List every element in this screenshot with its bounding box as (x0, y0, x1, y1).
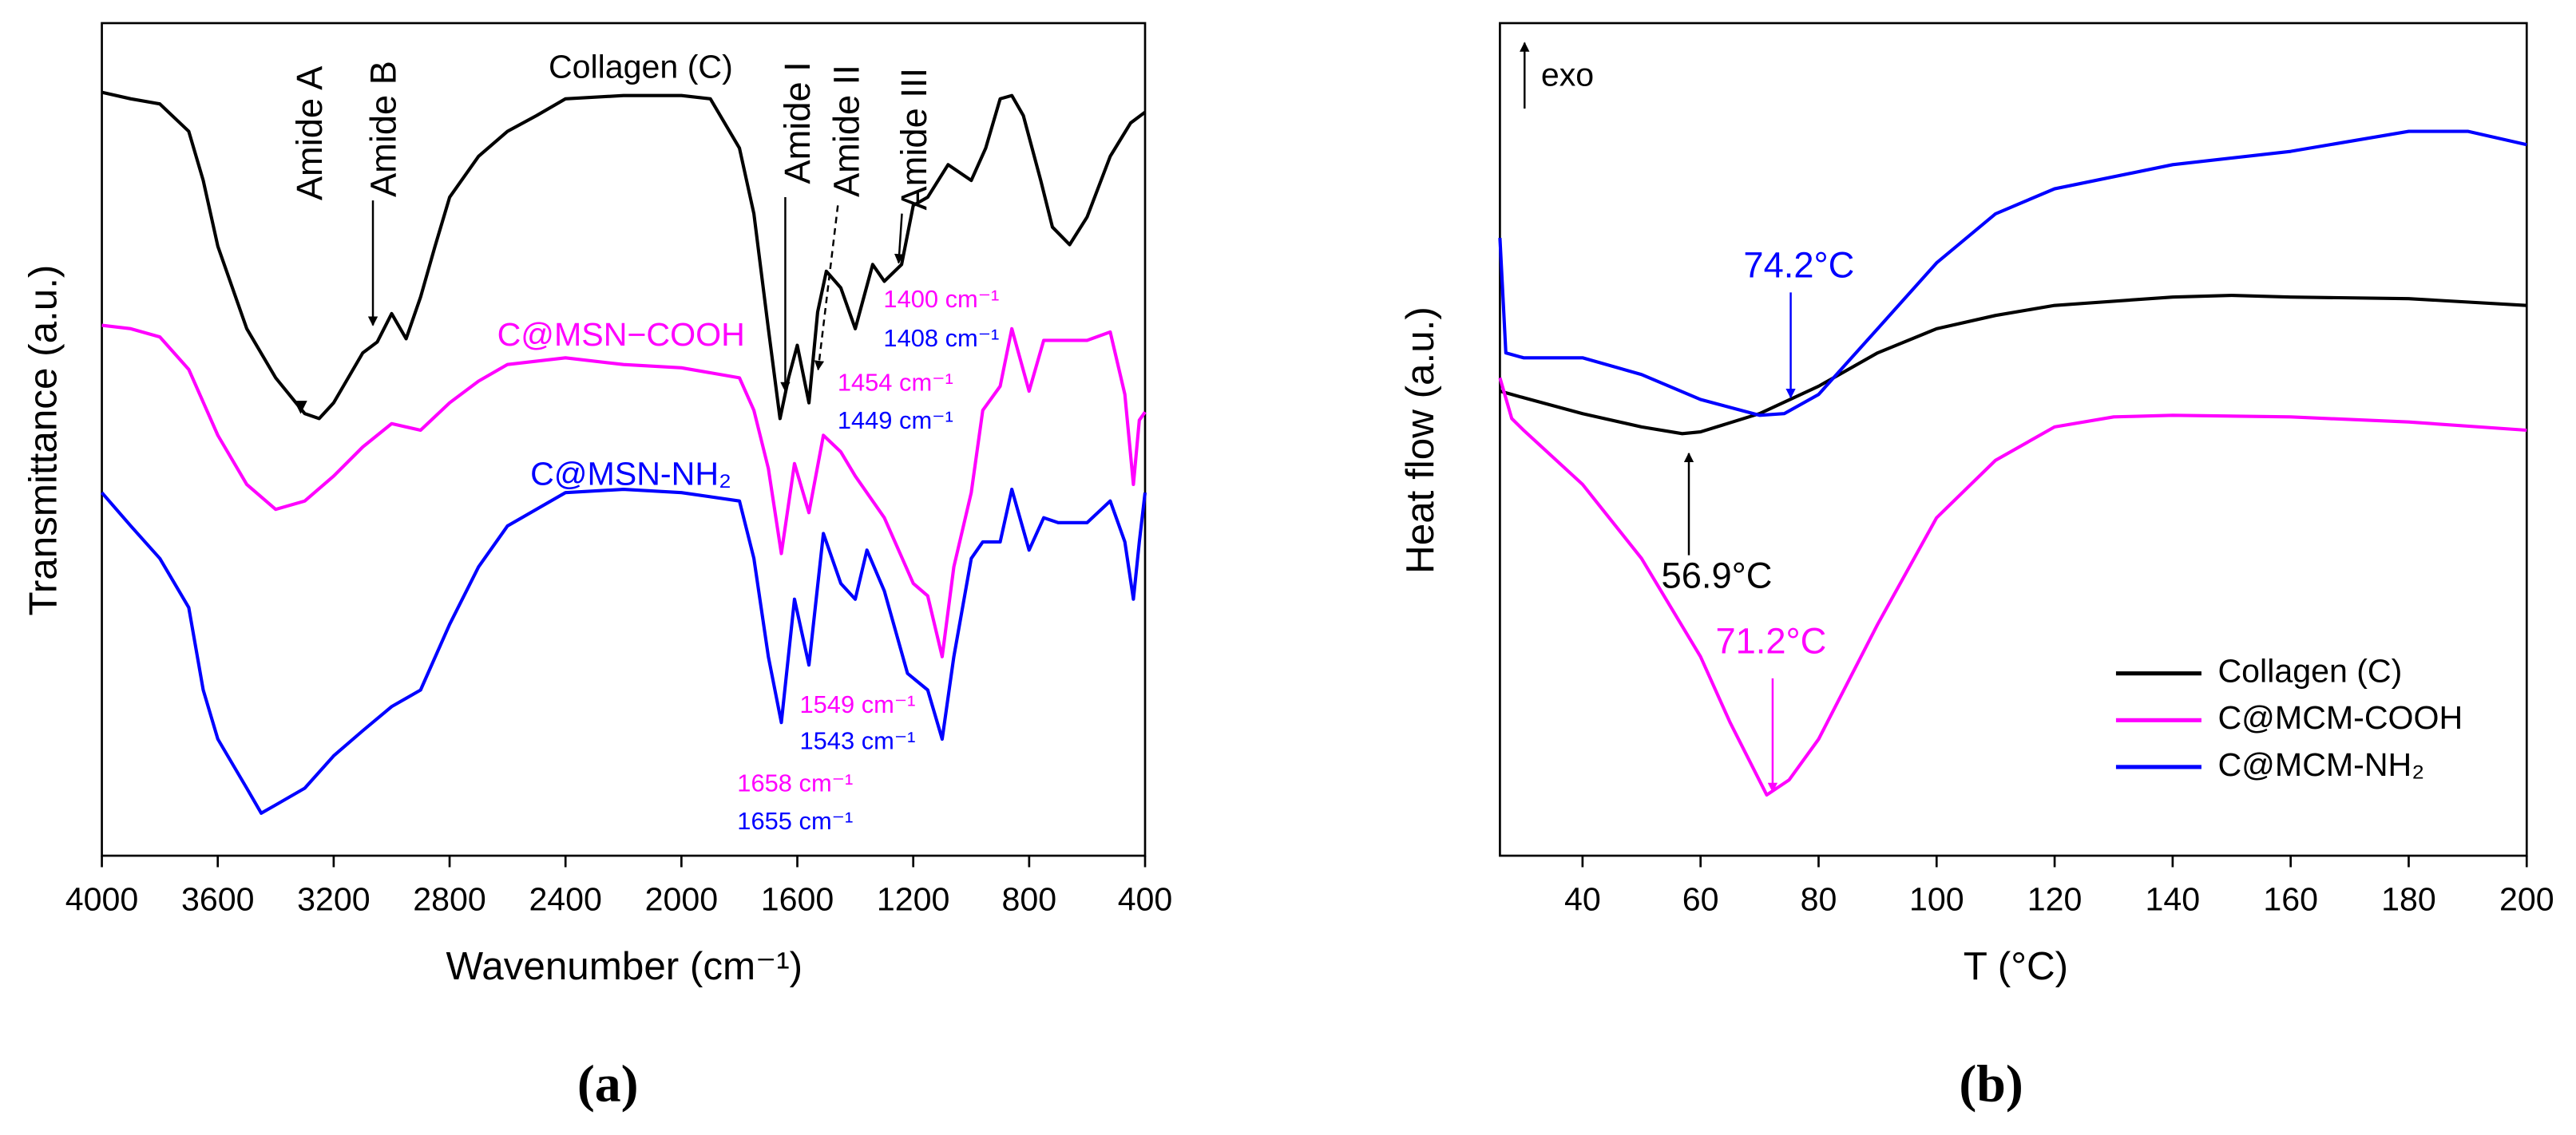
x-tick-label: 180 (2381, 881, 2436, 918)
annotation: 74.2°C (1743, 244, 1854, 285)
series-line (101, 323, 1147, 658)
annotation: 1449 cm⁻¹ (838, 406, 953, 434)
x-tick-label: 3600 (181, 881, 255, 918)
annotation-arrow (894, 213, 905, 264)
y-axis-label: Transmittance (a.u.) (22, 265, 65, 616)
x-axis-label: T (°C) (1964, 944, 2068, 988)
x-tick-label: 2400 (529, 881, 602, 918)
x-tick-label: 2000 (645, 881, 719, 918)
annotation: Amide A (289, 65, 330, 200)
x-tick-label: 40 (1564, 881, 1601, 918)
series-label: Collagen (C) (549, 48, 733, 85)
annotation: 1658 cm⁻¹ (737, 769, 853, 797)
chart: 40 60 80 100 120 140 160 180 200 Collagen (C) C@MC… (1398, 22, 2554, 1113)
series-line (101, 90, 1147, 421)
series-line (101, 488, 1147, 815)
annotation: 1543 cm⁻¹ (799, 726, 915, 754)
x-tick-label: 140 (2146, 881, 2201, 918)
annotation: Amide III (894, 68, 934, 211)
series-line (1498, 377, 2527, 797)
annotation: Amide II (826, 65, 867, 197)
x-tick-label: 2800 (413, 881, 486, 918)
annotation: Amide B (363, 61, 403, 197)
x-tick-label: 200 (2499, 881, 2554, 918)
x-tick-label: 1600 (761, 881, 834, 918)
annotation: exo (1541, 57, 1594, 93)
annotation: 1408 cm⁻¹ (883, 324, 999, 352)
x-tick-label: 80 (1801, 881, 1837, 918)
x-tick-label: 120 (2027, 881, 2083, 918)
annotation: 56.9°C (1662, 555, 1773, 595)
series-line (1499, 294, 2527, 436)
annotation: 71.2°C (1715, 621, 1826, 662)
plot-frame (1499, 22, 2528, 857)
x-tick-label: 4000 (65, 881, 139, 918)
x-axis-label: Wavenumber (cm⁻¹) (446, 944, 803, 988)
plot-frame (101, 22, 1147, 857)
annotation: 1655 cm⁻¹ (737, 807, 853, 835)
legend-label: C@MCM-COOH (2217, 699, 2463, 736)
chart: 4000 3600 3200 2800 2400 2000 1600 1200 800 400 Co… (22, 22, 1173, 1113)
annotation-marker (294, 401, 307, 414)
annotation: 1549 cm⁻¹ (799, 690, 915, 718)
x-tick-label: 100 (1909, 881, 1964, 918)
panel-label: (b) (1959, 1054, 2023, 1113)
y-axis-label: Heat flow (a.u.) (1398, 306, 1442, 574)
x-tick-label: 160 (2263, 881, 2318, 918)
annotation: 1400 cm⁻¹ (883, 285, 999, 313)
series-label: C@MSN−COOH (497, 316, 745, 353)
x-tick-label: 60 (1682, 881, 1719, 918)
x-tick-label: 800 (1002, 881, 1057, 918)
x-tick-label: 3200 (297, 881, 371, 918)
panel-label: (a) (577, 1054, 639, 1113)
x-tick-label: 1200 (877, 881, 950, 918)
annotation: 1454 cm⁻¹ (838, 369, 953, 397)
legend-label: Collagen (C) (2217, 653, 2402, 690)
series-line (1498, 129, 2527, 417)
annotation: Amide I (777, 61, 818, 184)
annotation-arrow (814, 205, 839, 371)
legend-label: C@MCM-NH₂ (2217, 746, 2424, 783)
x-tick-label: 400 (1118, 881, 1173, 918)
series-label: C@MSN-NH₂ (530, 456, 731, 492)
